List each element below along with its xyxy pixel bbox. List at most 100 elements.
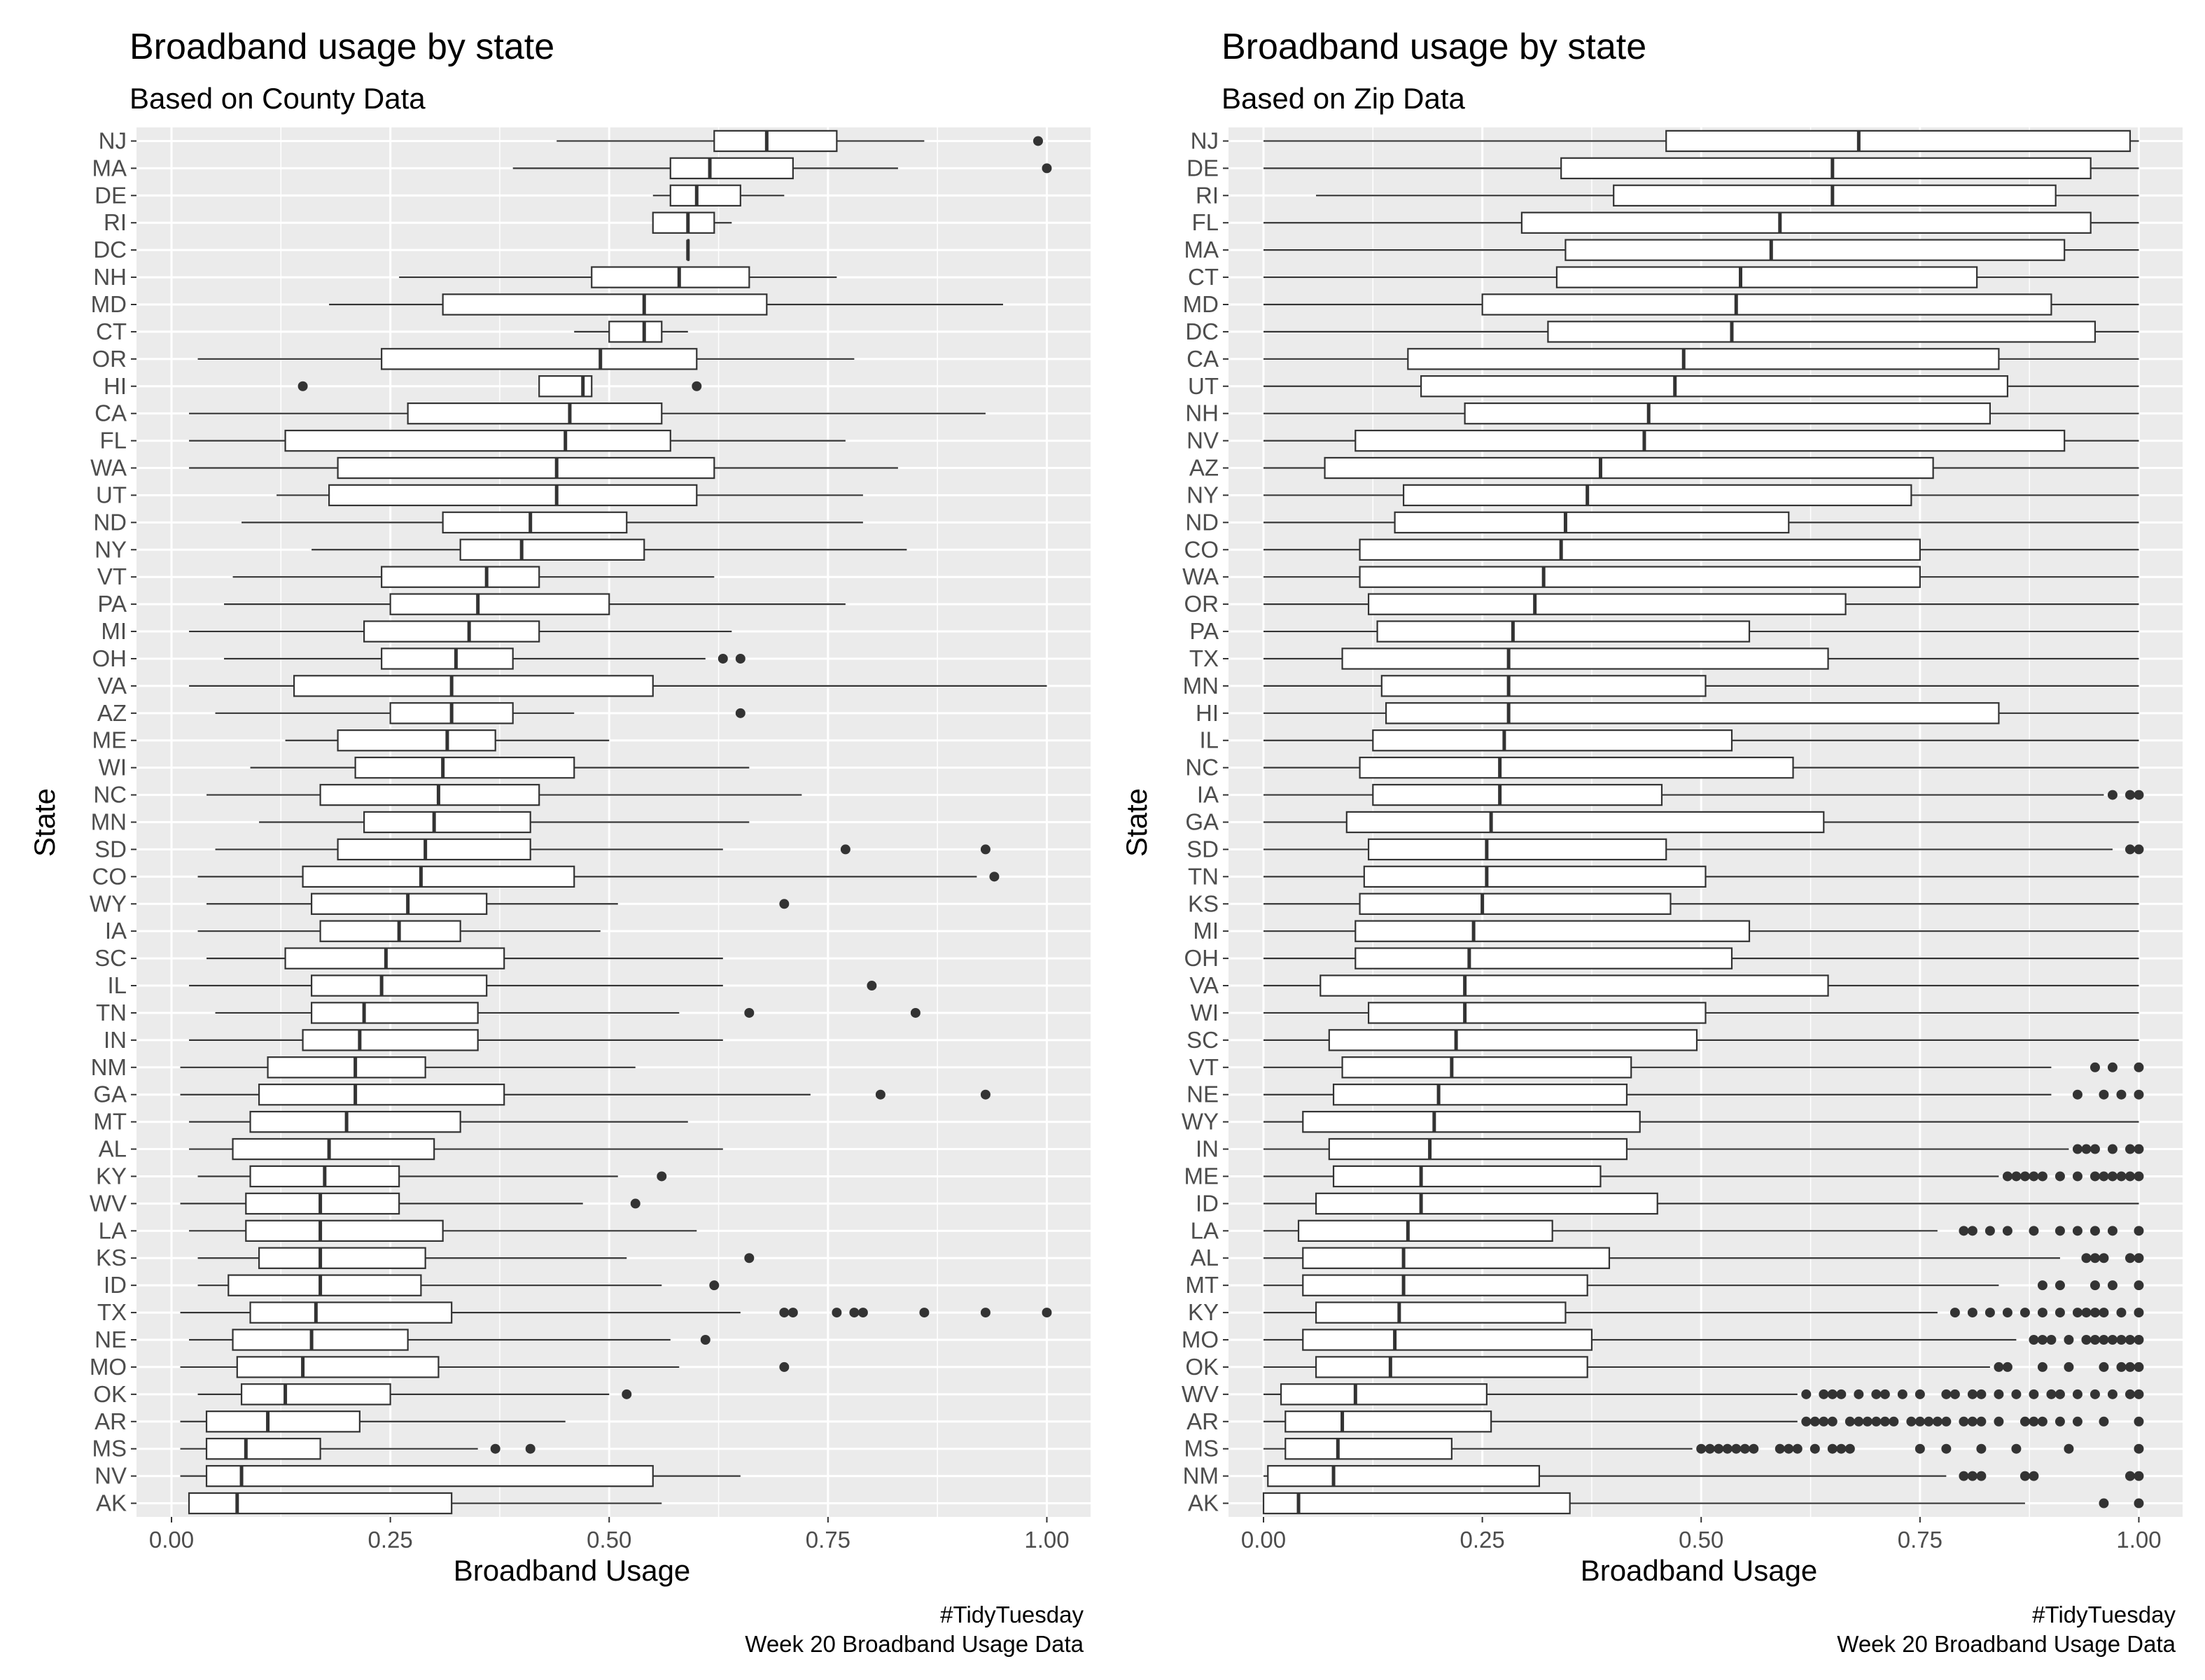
box-ga: [180, 1084, 990, 1106]
outlier-point: [1959, 1471, 1969, 1481]
outlier-point: [2124, 1335, 2135, 1345]
iqr-box: [1359, 538, 1921, 561]
y-tick-label: OK: [93, 1381, 127, 1407]
box-wv: [1264, 1383, 2144, 1406]
y-tick-label: NV: [1186, 428, 1219, 454]
outlier-point: [980, 1308, 990, 1318]
iqr-box: [205, 1464, 654, 1488]
box-nv: [1264, 429, 2139, 452]
outlier-point: [858, 1308, 868, 1318]
y-tick-label: WY: [90, 890, 127, 916]
outlier-point: [2124, 1144, 2135, 1154]
outlier-point: [788, 1308, 798, 1318]
outlier-point: [744, 1007, 755, 1018]
y-tick-label: GA: [93, 1082, 127, 1107]
iqr-box: [245, 1219, 444, 1242]
outlier-point: [2124, 1471, 2135, 1481]
box-ne: [189, 1329, 710, 1351]
y-tick-label: AK: [1188, 1490, 1219, 1516]
outlier-point: [989, 872, 1000, 882]
box-az: [1264, 456, 2139, 479]
outlier-point: [1704, 1443, 1715, 1454]
caption-line-2: Week 20 Broadband Usage Data: [1837, 1631, 2176, 1657]
x-tick-label: 1.00: [1024, 1527, 1069, 1553]
outlier-point: [1984, 1226, 1995, 1236]
outlier-point: [1792, 1443, 1802, 1454]
outlier-point: [1967, 1226, 1977, 1236]
outlier-point: [779, 899, 790, 909]
outlier-point: [2124, 1389, 2135, 1399]
y-tick-label: ID: [104, 1272, 127, 1298]
iqr-box: [240, 1383, 391, 1406]
plot-area: NJDERIFLMACTMDDCCAUTNHNVAZNYNDCOWAORPATX…: [1182, 127, 2183, 1553]
outlier-point: [2029, 1335, 2039, 1345]
outlier-point: [2099, 1416, 2109, 1427]
box-wi: [1264, 1002, 2139, 1024]
outlier-point: [2072, 1144, 2082, 1154]
outlier-point: [2099, 1308, 2109, 1318]
outlier-point: [1844, 1443, 1855, 1454]
outlier-point: [2054, 1389, 2065, 1399]
y-tick-label: ME: [92, 727, 127, 753]
box-nd: [1264, 511, 2139, 534]
caption-line-1: #TidyTuesday: [940, 1602, 1084, 1628]
outlier-point: [1994, 1389, 2004, 1399]
outlier-point: [2072, 1226, 2082, 1236]
outlier-point: [2090, 1280, 2100, 1291]
box-al: [1264, 1247, 2144, 1269]
box-hi: [298, 375, 702, 398]
outlier-point: [2134, 1280, 2144, 1291]
box-ri: [652, 211, 732, 234]
panel-county: Broadband usage by state Based on County…: [28, 27, 1091, 1657]
outlier-point: [910, 1007, 920, 1018]
iqr-box: [1420, 375, 2009, 398]
y-tick-label: WI: [99, 755, 127, 780]
box-wv: [180, 1192, 640, 1215]
box-sc: [206, 947, 723, 969]
iqr-box: [1520, 211, 2092, 234]
box-wa: [1264, 566, 2139, 588]
y-tick-label: NC: [1185, 755, 1219, 780]
outlier-point: [2072, 1389, 2082, 1399]
iqr-box: [1376, 620, 1751, 643]
box-wy: [1264, 1110, 2139, 1133]
box-co: [1264, 538, 2139, 561]
box-dc: [686, 239, 690, 261]
iqr-box: [442, 293, 768, 316]
y-tick-label: NY: [94, 536, 127, 562]
y-tick-label: IL: [1199, 727, 1219, 753]
iqr-box: [1302, 1329, 1593, 1351]
outlier-point: [2072, 1416, 2082, 1427]
outlier-point: [298, 381, 308, 391]
box-oh: [1264, 947, 2139, 969]
outlier-point: [1889, 1416, 1899, 1427]
iqr-box: [1354, 920, 1751, 942]
box-wi: [250, 756, 750, 779]
iqr-box: [232, 1329, 409, 1351]
outlier-point: [1967, 1471, 1977, 1481]
y-tick-label: NM: [91, 1054, 127, 1080]
box-wa: [189, 456, 898, 479]
outlier-point: [2046, 1335, 2057, 1345]
box-ks: [1264, 892, 2139, 915]
box-in: [1264, 1138, 2144, 1161]
box-nh: [1264, 402, 2139, 425]
iqr-box: [381, 648, 514, 670]
y-tick-label: MO: [90, 1354, 127, 1380]
y-tick-label: MD: [1183, 291, 1219, 317]
y-tick-label: KS: [96, 1245, 127, 1270]
box-id: [197, 1274, 720, 1296]
outlier-point: [1819, 1389, 1829, 1399]
box-mn: [1264, 675, 2139, 697]
y-tick-label: MN: [91, 809, 127, 835]
outlier-point: [1862, 1416, 1872, 1427]
iqr-box: [1320, 974, 1829, 997]
y-tick-label: SD: [94, 836, 127, 862]
outlier-point: [2134, 1171, 2144, 1182]
outlier-point: [700, 1335, 710, 1345]
y-tick-label: NH: [1185, 400, 1219, 426]
outlier-point: [2037, 1362, 2047, 1372]
iqr-box: [354, 756, 575, 779]
iqr-box: [608, 321, 663, 343]
box-al: [189, 1138, 723, 1161]
